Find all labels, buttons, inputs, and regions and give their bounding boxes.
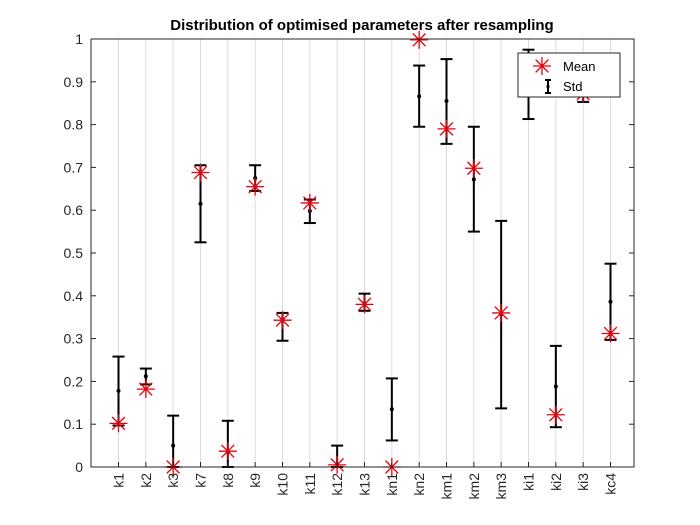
- x-tick-label: k3: [165, 473, 181, 488]
- x-tick-label: km2: [466, 473, 482, 500]
- errorbar-kn2: [413, 64, 426, 128]
- std-errorbars: [112, 48, 617, 468]
- x-tick-label: k10: [275, 473, 291, 496]
- x-tick-label: k7: [193, 473, 209, 488]
- chart-title: Distribution of optimised parameters aft…: [170, 17, 553, 34]
- x-tick-label: k12: [329, 473, 345, 496]
- legend-mean-marker: [533, 57, 551, 75]
- y-tick-label: 0.6: [64, 202, 84, 218]
- mean-marker-k10: [273, 311, 292, 330]
- legend-asterisk: [533, 57, 551, 75]
- mean-marker-k2: [136, 380, 155, 399]
- y-tick-label: 0.9: [64, 74, 84, 90]
- x-tick-label: ki3: [575, 473, 591, 491]
- x-tick-label: kc4: [603, 473, 619, 495]
- y-tick-label: 0.5: [64, 245, 84, 261]
- mean-marker-k1: [109, 414, 128, 433]
- errorbar-kn1: [385, 377, 398, 442]
- y-tick-label: 0.8: [64, 117, 84, 133]
- legend: Mean Std: [517, 52, 621, 98]
- x-tick-label: k9: [247, 473, 263, 488]
- mean-marker-k8: [218, 442, 237, 461]
- y-axis: 0 0.1 0.2 0.3 0.4 0.5 0.6 0.7 0.8 0.9 1: [64, 31, 634, 475]
- mean-marker-kn2: [410, 30, 429, 49]
- x-tick-label: k13: [357, 473, 373, 496]
- y-tick-label: 0.2: [64, 373, 84, 389]
- legend-std-marker: [545, 79, 551, 94]
- y-tick-label: 0: [75, 459, 83, 475]
- x-tick-label: k11: [302, 473, 318, 495]
- y-tick-label: 0.4: [64, 288, 84, 304]
- x-tick-label: ki2: [548, 473, 564, 491]
- x-tick-label: km1: [439, 473, 455, 500]
- x-tick-label: k2: [138, 473, 154, 488]
- x-tick-label: km3: [493, 473, 509, 500]
- x-tick-label: ki1: [521, 473, 537, 491]
- y-tick-label: 1: [75, 31, 83, 47]
- mean-marker-k11: [300, 193, 319, 212]
- errorbar-km2: [467, 125, 480, 233]
- x-axis: k1 k2 k3 k7 k8 k9 k10 k11 k12 k13 kn1 kn2 km1 km2 km3 k…: [111, 462, 619, 499]
- legend-std-label: Std: [563, 79, 583, 94]
- mean-marker-k9: [246, 177, 265, 196]
- mean-marker-kc4: [601, 324, 620, 343]
- plot-area: [91, 39, 634, 467]
- x-tick-label: k1: [111, 473, 127, 488]
- y-tick-label: 0.7: [64, 159, 84, 175]
- legend-box: [517, 52, 621, 98]
- mean-marker-km2: [464, 159, 483, 178]
- mean-marker-ki2: [546, 405, 565, 424]
- mean-marker-k13: [355, 295, 374, 314]
- x-tick-label: kn1: [384, 473, 400, 496]
- x-tick-label: kn2: [411, 473, 427, 496]
- mean-marker-k7: [191, 163, 210, 182]
- y-tick-label: 0.1: [64, 416, 84, 432]
- mean-marker-km1: [437, 119, 456, 138]
- x-tick-label: k8: [220, 473, 236, 488]
- mean-marker-km3: [492, 303, 511, 322]
- legend-mean-label: Mean: [563, 59, 596, 74]
- y-tick-label: 0.3: [64, 331, 84, 347]
